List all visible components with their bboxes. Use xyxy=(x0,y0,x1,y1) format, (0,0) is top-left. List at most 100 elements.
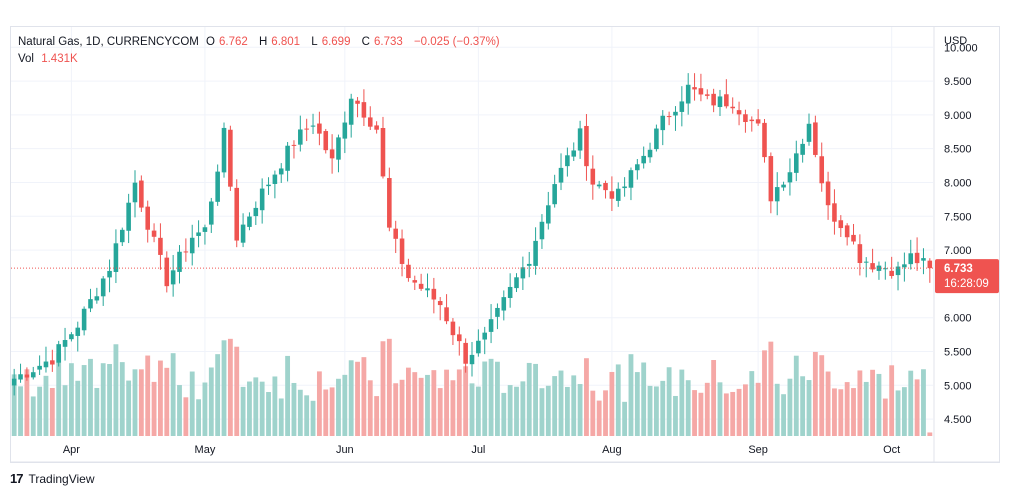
volume-bar xyxy=(749,371,755,436)
volume-bar xyxy=(533,363,539,436)
candle-body xyxy=(151,230,157,237)
volume-bar xyxy=(316,371,322,436)
volume-bar xyxy=(787,378,793,436)
candle-body xyxy=(577,128,583,151)
candle-body xyxy=(539,221,545,240)
volume-bar xyxy=(348,360,354,436)
candle-body xyxy=(88,299,93,309)
candle-body xyxy=(81,308,87,331)
candle-body xyxy=(145,206,150,230)
legend-volume: Vol 1.431K xyxy=(18,53,82,65)
volume-bar xyxy=(355,361,360,436)
candle-body xyxy=(571,150,577,157)
candle-body xyxy=(660,115,666,131)
candle-body xyxy=(317,123,322,134)
x-tick-label: Jul xyxy=(471,444,485,456)
volume-bar xyxy=(266,392,271,436)
y-tick-label: 5.000 xyxy=(944,380,972,392)
candle-body xyxy=(189,237,195,254)
candle-body xyxy=(520,267,526,279)
legend-change: −0.025 (−0.37%) xyxy=(413,36,500,48)
candle-body xyxy=(794,153,799,173)
candle-body xyxy=(666,116,672,118)
volume-bar xyxy=(743,384,748,436)
candle-body xyxy=(889,270,894,276)
candle-body xyxy=(895,266,901,276)
volume-bar xyxy=(329,387,335,436)
volume-bar xyxy=(475,386,481,436)
candle-body xyxy=(183,251,189,253)
volume-bar xyxy=(501,392,507,436)
candle-body xyxy=(425,288,430,291)
candle-body xyxy=(870,263,875,270)
volume-bar xyxy=(189,371,195,436)
y-tick-label: 8.500 xyxy=(944,144,972,156)
volume-bar xyxy=(564,386,570,436)
candle-body xyxy=(355,100,360,104)
volume-bar xyxy=(30,396,36,436)
volume-bar xyxy=(704,382,710,436)
candle-body xyxy=(844,225,850,238)
volume-bar xyxy=(870,369,876,436)
volume-bar xyxy=(444,369,449,436)
candle-body xyxy=(857,244,863,264)
y-tick-label: 10.000 xyxy=(944,42,978,54)
y-tick-label: 9.000 xyxy=(944,110,972,122)
candle-body xyxy=(755,119,761,124)
x-tick-label: Jun xyxy=(336,444,354,456)
candle-body xyxy=(196,232,201,236)
candle-body xyxy=(863,261,869,263)
candle-body xyxy=(749,119,755,122)
volume-bar xyxy=(876,373,882,436)
candle-body xyxy=(406,264,411,279)
volume-bar xyxy=(437,388,443,436)
volume-bar xyxy=(863,381,869,436)
candle-body xyxy=(914,252,920,264)
candle-body xyxy=(533,240,538,266)
candle-body xyxy=(469,354,475,365)
volume-bar xyxy=(37,386,43,436)
footer-brand[interactable]: 17 TradingView xyxy=(10,471,95,486)
volume-bar xyxy=(393,383,399,436)
candle-body xyxy=(704,94,710,96)
volume-bar xyxy=(291,382,297,436)
candle-body xyxy=(558,167,564,183)
volume-bar xyxy=(380,341,386,436)
volume-bar xyxy=(43,375,49,436)
candle-body xyxy=(584,125,589,167)
candle-body xyxy=(215,171,220,202)
candle-body xyxy=(240,224,246,243)
y-tick-label: 4.500 xyxy=(944,414,972,426)
volume-bar xyxy=(247,381,252,436)
candle-body xyxy=(673,111,678,116)
candle-body xyxy=(202,227,208,232)
volume-bar xyxy=(342,374,348,436)
candle-body xyxy=(298,129,303,145)
candle-body xyxy=(603,183,608,191)
volume-bar xyxy=(285,355,291,436)
volume-bar xyxy=(177,385,182,436)
volume-bar xyxy=(11,374,17,436)
candle-body xyxy=(444,307,449,322)
volume-bar xyxy=(596,400,602,436)
volume-bar xyxy=(844,382,850,436)
volume-bar xyxy=(825,371,831,436)
volume-bar xyxy=(431,370,437,436)
volume-bar xyxy=(463,366,469,436)
candle-body xyxy=(278,168,284,175)
volume-bar xyxy=(857,370,863,436)
volume-bar xyxy=(304,395,310,436)
volume-bar xyxy=(170,353,176,436)
volume-bar xyxy=(685,380,691,436)
legend-open-value: 6.762 xyxy=(219,36,248,48)
y-tick-label: 9.500 xyxy=(944,76,972,88)
candle-body xyxy=(437,301,443,306)
volume-bar xyxy=(336,378,341,436)
volume-bar xyxy=(278,398,284,436)
candle-body xyxy=(374,125,379,130)
volume-bar xyxy=(628,354,634,436)
candle-body xyxy=(832,203,837,222)
volume-bar xyxy=(609,371,615,436)
candle-body xyxy=(902,264,907,268)
